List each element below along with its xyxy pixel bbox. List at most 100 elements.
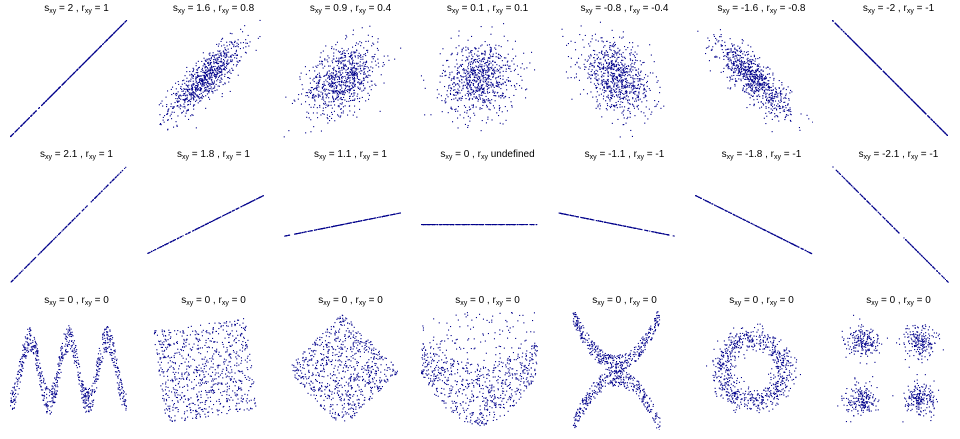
data-point — [341, 99, 343, 101]
data-point — [245, 52, 247, 54]
data-point — [756, 89, 758, 91]
data-point — [739, 75, 741, 77]
data-point — [221, 38, 223, 40]
data-point — [759, 107, 761, 109]
data-point — [212, 70, 214, 72]
data-point — [481, 108, 483, 110]
data-point — [712, 46, 714, 48]
data-point — [96, 49, 98, 51]
data-point — [487, 76, 489, 78]
data-point — [643, 87, 645, 89]
data-point — [466, 112, 468, 114]
data-point — [624, 73, 626, 75]
data-point — [332, 89, 334, 91]
data-point — [349, 97, 351, 99]
data-point — [604, 82, 606, 84]
data-point — [363, 89, 365, 91]
data-point — [52, 93, 54, 95]
data-point — [351, 68, 353, 70]
data-point — [344, 75, 346, 77]
data-point — [475, 89, 477, 91]
data-point — [236, 57, 238, 59]
data-point — [339, 57, 341, 59]
data-point — [248, 45, 250, 47]
data-point — [208, 76, 210, 78]
data-point — [514, 86, 516, 88]
data-point — [731, 68, 733, 70]
data-point — [625, 65, 627, 67]
data-point — [97, 48, 99, 50]
data-point — [338, 106, 340, 108]
data-point — [499, 122, 501, 124]
data-point — [204, 87, 206, 89]
data-point — [603, 68, 605, 70]
data-point — [197, 95, 199, 97]
data-point — [760, 69, 762, 71]
data-point — [745, 76, 747, 78]
data-point — [753, 76, 755, 78]
data-point — [761, 78, 763, 80]
data-point — [379, 110, 381, 112]
data-point — [333, 99, 335, 101]
data-point — [607, 105, 609, 107]
data-point — [731, 63, 733, 65]
data-point — [322, 113, 324, 115]
data-point — [606, 86, 608, 88]
data-point — [756, 95, 758, 97]
data-point — [185, 97, 187, 99]
data-point — [342, 99, 344, 101]
data-point — [316, 107, 318, 109]
data-point — [770, 94, 772, 96]
data-point — [765, 77, 767, 79]
data-point — [336, 96, 338, 98]
data-point — [482, 57, 484, 59]
data-point — [574, 41, 576, 43]
data-point — [214, 69, 216, 71]
data-point — [933, 121, 935, 123]
data-point — [766, 99, 768, 101]
data-point — [477, 85, 479, 87]
data-point — [635, 100, 637, 102]
data-point — [485, 81, 487, 83]
data-point — [316, 89, 318, 91]
data-point — [196, 72, 198, 74]
data-point — [446, 90, 448, 92]
data-point — [456, 99, 458, 101]
data-point — [337, 96, 339, 98]
data-point — [318, 80, 320, 82]
data-point — [215, 77, 217, 79]
data-point — [753, 56, 755, 58]
data-point — [488, 99, 490, 101]
data-point — [188, 80, 190, 82]
data-point — [224, 73, 226, 75]
data-point — [343, 68, 345, 70]
data-point — [742, 73, 744, 75]
data-point — [451, 71, 453, 73]
data-point — [455, 84, 457, 86]
data-point — [335, 61, 337, 63]
data-point — [457, 127, 459, 129]
data-point — [354, 111, 356, 113]
data-point — [478, 94, 480, 96]
data-point — [610, 91, 612, 93]
data-point — [226, 72, 228, 74]
data-point — [305, 73, 307, 75]
data-point — [732, 45, 734, 47]
data-point — [478, 88, 480, 90]
data-point — [483, 89, 485, 91]
data-point — [495, 85, 497, 87]
data-point — [732, 44, 734, 46]
data-point — [325, 45, 327, 47]
data-point — [225, 56, 227, 58]
data-point — [778, 80, 780, 82]
data-point — [469, 74, 471, 76]
data-point — [317, 64, 319, 66]
data-point — [832, 20, 834, 22]
data-point — [653, 61, 655, 63]
data-point — [183, 94, 185, 96]
data-point — [347, 67, 349, 69]
data-point — [190, 93, 192, 95]
data-point — [769, 86, 771, 88]
data-point — [501, 84, 503, 86]
data-point — [52, 93, 54, 95]
